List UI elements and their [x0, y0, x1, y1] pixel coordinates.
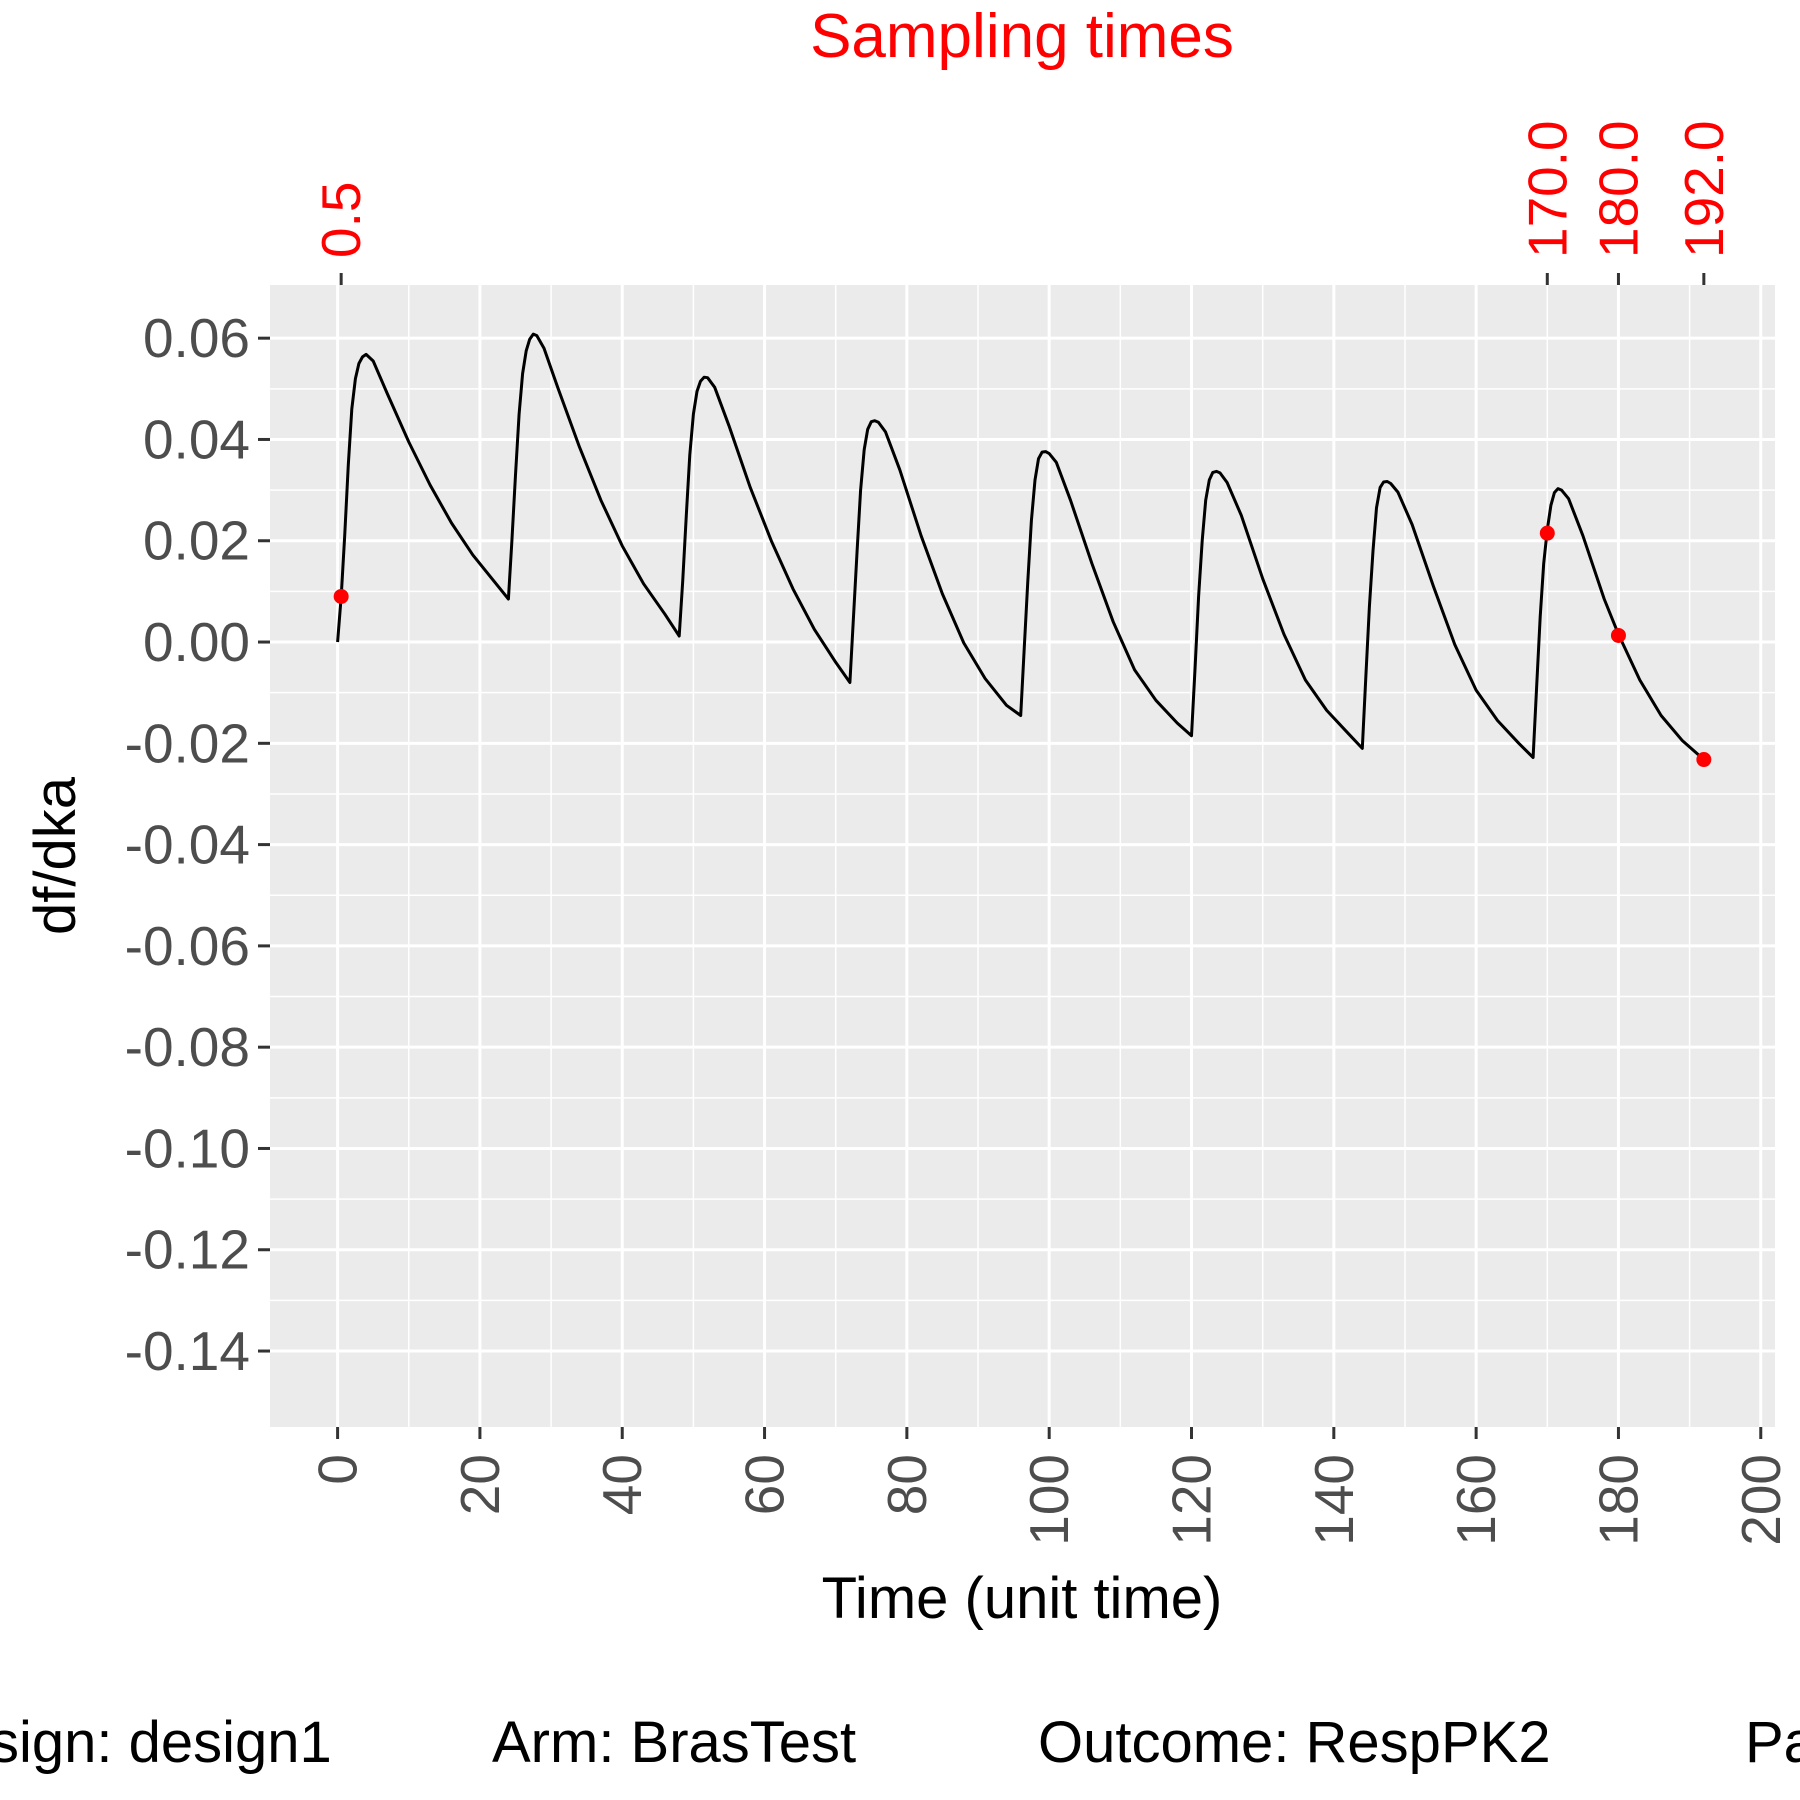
- y-tick-label: -0.02: [125, 712, 250, 774]
- x-tick-label: 140: [1303, 1454, 1365, 1546]
- x-tick-label: 160: [1445, 1454, 1507, 1546]
- y-tick-label: -0.14: [125, 1320, 250, 1382]
- y-tick-label: 0.06: [143, 307, 250, 369]
- sampling-time-label: 180.0: [1587, 120, 1649, 258]
- caption-outcome: Outcome: RespPK2: [1038, 1710, 1551, 1775]
- x-axis-title: Time (unit time): [822, 1566, 1223, 1631]
- x-tick-label: 20: [449, 1454, 511, 1515]
- sampling-point: [1610, 627, 1626, 643]
- caption-param: Pa: [1745, 1710, 1800, 1775]
- sampling-point: [1696, 752, 1712, 768]
- series-line-1: [336, 332, 1705, 761]
- grid-major: [270, 285, 1775, 1427]
- x-axis: 0 20 40 60 80 100 120 140 160 180 200: [307, 1427, 1792, 1546]
- x-tick-label: 120: [1161, 1454, 1223, 1546]
- y-axis: 0.06 0.04 0.02 0.00 -0.02 -0.04 -0.06 -0.08 -0.1…: [125, 307, 270, 1382]
- x-tick-label: 200: [1730, 1454, 1792, 1546]
- x-tick-label: 60: [734, 1454, 796, 1515]
- sampling-time-label: 170.0: [1516, 120, 1578, 258]
- sampling-point: [1539, 525, 1555, 541]
- x-tick-label: 0: [307, 1454, 369, 1485]
- y-tick-label: -0.04: [125, 814, 250, 876]
- sampling-points: [333, 525, 1712, 768]
- y-tick-label: 0.00: [143, 611, 250, 673]
- x-tick-label: 40: [591, 1454, 653, 1515]
- x-tick-label: 100: [1018, 1454, 1080, 1546]
- x-tick-label: 80: [876, 1454, 938, 1515]
- caption-arm: Arm: BrasTest: [492, 1710, 856, 1775]
- y-tick-label: -0.10: [125, 1117, 250, 1179]
- sampling-point: [333, 588, 349, 604]
- y-tick-label: -0.06: [125, 915, 250, 977]
- sampling-time-label: 0.5: [310, 182, 372, 258]
- y-tick-label: -0.12: [125, 1219, 250, 1281]
- y-tick-label: -0.08: [125, 1016, 250, 1078]
- top-axis-sampling-times: 0.5 170.0 180.0 192.0: [310, 120, 1735, 285]
- y-tick-label: 0.04: [143, 408, 250, 470]
- y-tick-label: 0.02: [143, 510, 250, 572]
- x-tick-label: 180: [1587, 1454, 1649, 1546]
- sampling-time-label: 192.0: [1673, 120, 1735, 258]
- series-layer: [336, 332, 1705, 761]
- plot-panel: [270, 285, 1775, 1427]
- caption-design: sign: design1: [0, 1710, 332, 1775]
- y-axis-title: df/dka: [23, 776, 88, 935]
- chart-title: Sampling times: [810, 2, 1234, 71]
